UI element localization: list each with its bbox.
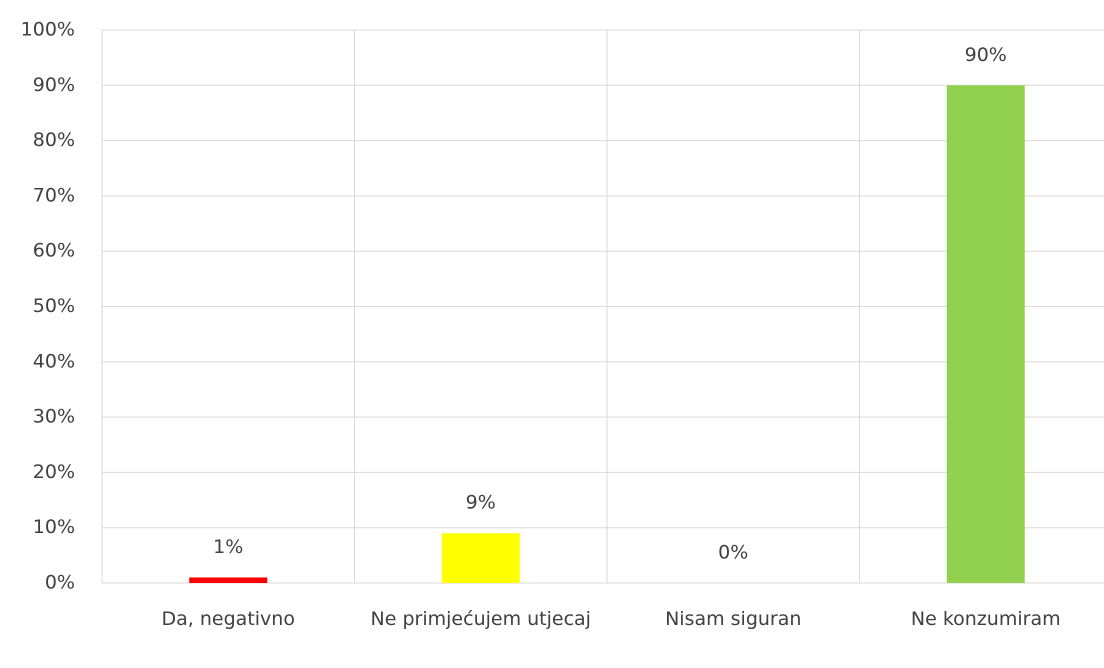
value-label: 0% [718,542,748,564]
x-tick-label: Ne primjećujem utjecaj [370,608,591,630]
y-tick-label: 60% [33,240,75,262]
y-tick-label: 70% [33,184,75,206]
y-tick-label: 90% [33,74,75,96]
y-tick-label: 10% [33,516,75,538]
y-tick-label: 30% [33,406,75,428]
value-label: 9% [466,492,496,514]
y-tick-label: 40% [33,350,75,372]
y-tick-label: 80% [33,129,75,151]
bar [946,85,1025,584]
y-tick-label: 100% [21,19,75,41]
bar [189,577,268,583]
y-tick-label: 0% [45,572,75,594]
y-tick-label: 50% [33,295,75,317]
value-label: 90% [965,44,1007,66]
x-tick-label: Da, negativno [161,608,295,630]
bar [441,533,520,583]
x-tick-label: Nisam siguran [665,608,802,630]
x-tick-label: Ne konzumiram [910,608,1061,630]
value-label: 1% [213,536,243,558]
y-tick-label: 20% [33,461,75,483]
